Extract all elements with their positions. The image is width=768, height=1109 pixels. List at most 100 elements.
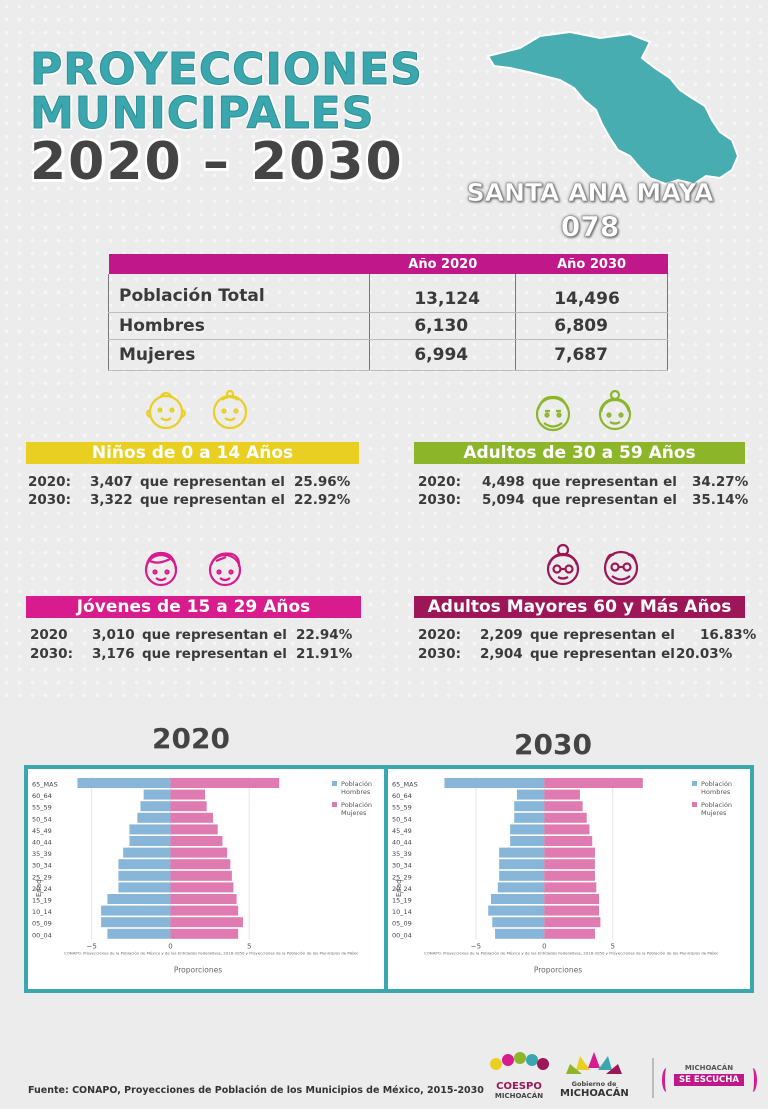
table-row: Mujeres 6,994 7,687: [109, 340, 668, 371]
bar-hombres: [498, 882, 545, 892]
year-label: 2020: [30, 627, 68, 643]
legend-swatch: [332, 802, 337, 807]
bar-hombres: [499, 871, 544, 881]
table-row: Población Total 13,124 14,496: [109, 274, 668, 313]
bar-hombres: [510, 824, 544, 834]
row-label: Población Total: [109, 274, 370, 313]
percent-value: 35.14%: [692, 492, 748, 508]
bar-mujeres: [544, 906, 599, 916]
age-tick-label: 55_59: [32, 804, 52, 812]
table-header-blank: [109, 254, 370, 274]
municipality-code: 078: [440, 210, 740, 243]
young-woman-icon: [138, 545, 184, 591]
age-tick-label: 45_49: [32, 827, 52, 835]
age-tick-label: 40_44: [392, 839, 412, 847]
bar-hombres: [140, 801, 170, 811]
bar-hombres: [129, 824, 170, 834]
bar-mujeres: [544, 882, 596, 892]
represent-text: que representan el: [140, 474, 285, 490]
chart-2030-title: 2030: [514, 728, 592, 761]
legend-label: Hombres: [701, 788, 731, 796]
count-value: 3,010: [92, 627, 135, 643]
x-tick-label: 5: [611, 942, 615, 950]
age-tick-label: 50_54: [32, 815, 52, 823]
bar-hombres: [107, 929, 170, 939]
legend-label: Hombres: [341, 788, 371, 796]
bar-hombres: [107, 894, 170, 904]
gobierno-logo: Gobierno de MICHOACÁN: [560, 1050, 628, 1105]
legend-label: Población: [341, 801, 372, 809]
legend-label: Población: [701, 780, 732, 788]
age-tick-label: 10_14: [392, 908, 412, 916]
age-tick-label: 35_39: [32, 850, 52, 858]
bar-hombres: [101, 906, 170, 916]
x-axis-label: Proporciones: [174, 965, 222, 974]
bar-hombres: [488, 906, 544, 916]
count-value: 2,904: [480, 646, 523, 662]
coespo-name: COESPO: [488, 1081, 550, 1092]
coespo-people-icon: [488, 1050, 550, 1076]
value-2020: 6,130: [370, 313, 516, 340]
age-tick-label: 65_MAS: [32, 781, 58, 789]
mayores-band: Adultos Mayores 60 y Más Años: [414, 596, 745, 618]
bar-mujeres: [170, 859, 230, 869]
adult-man-icon: [530, 390, 576, 436]
source-note: CONAPO. Proyecciones de la Población de …: [424, 950, 719, 955]
bar-mujeres: [170, 917, 242, 927]
value-2020: 6,994: [370, 340, 516, 371]
legend-label: Mujeres: [341, 809, 367, 817]
year-label: 2030:: [418, 492, 461, 508]
chart-2030-frame: 65_MAS 60_64 55_59 50_54 45_49 40_44 35_39 30_3…: [384, 765, 754, 993]
population-table: Año 2020 Año 2030 Población Total 13,124…: [108, 254, 668, 371]
represent-text: que representan el: [140, 492, 285, 508]
x-tick-label: 0: [542, 942, 546, 950]
value-2030: 6,809: [516, 313, 668, 340]
represent-text: que representan el: [530, 627, 675, 643]
bar-hombres: [499, 859, 544, 869]
table-header-row: Año 2020 Año 2030: [109, 254, 668, 274]
bar-mujeres: [544, 871, 595, 881]
age-tick-label: 55_59: [392, 804, 412, 812]
source-note: CONAPO. Proyecciones de la Población de …: [64, 950, 359, 955]
legend-swatch: [692, 802, 697, 807]
count-value: 4,498: [482, 474, 525, 490]
age-tick-label: 65_MAS: [392, 781, 418, 789]
age-tick-label: 45_49: [392, 827, 412, 835]
age-tick-label: 00_04: [392, 931, 412, 939]
col-2030-header: Año 2030: [516, 254, 668, 274]
sound-wave-left-icon: [662, 1068, 671, 1092]
bar-mujeres: [170, 906, 238, 916]
elderly-man-icon: [598, 543, 644, 589]
bar-mujeres: [170, 894, 236, 904]
bar-hombres: [492, 917, 544, 927]
age-tick-label: 35_39: [392, 850, 412, 858]
x-tick-label: 0: [168, 942, 172, 950]
legend-label: Población: [701, 801, 732, 809]
bar-mujeres: [544, 790, 580, 800]
bar-hombres: [514, 813, 544, 823]
bar-mujeres: [170, 778, 279, 788]
bar-hombres: [499, 848, 544, 858]
bar-mujeres: [544, 859, 595, 869]
age-tick-label: 50_54: [392, 815, 412, 823]
percent-value: 22.94%: [296, 627, 352, 643]
count-value: 3,176: [92, 646, 135, 662]
percent-value: 22.92%: [294, 492, 350, 508]
bar-mujeres: [170, 824, 217, 834]
bar-mujeres: [170, 790, 205, 800]
bar-hombres: [118, 871, 170, 881]
bar-hombres: [495, 929, 544, 939]
pyramid-chart-2030: 65_MAS 60_64 55_59 50_54 45_49 40_44 35_39 30_3…: [388, 769, 750, 989]
col-2020-header: Año 2020: [370, 254, 516, 274]
bar-mujeres: [544, 894, 599, 904]
percent-value: 25.96%: [294, 474, 350, 490]
count-value: 5,094: [482, 492, 525, 508]
elderly-woman-icon: [540, 543, 586, 589]
year-label: 2020:: [28, 474, 71, 490]
represent-text: que representan el: [532, 492, 677, 508]
count-value: 3,407: [90, 474, 133, 490]
x-axis-label: Proporciones: [534, 965, 582, 974]
year-label: 2020:: [418, 627, 461, 643]
bar-mujeres: [170, 871, 231, 881]
year-label: 2020:: [418, 474, 461, 490]
